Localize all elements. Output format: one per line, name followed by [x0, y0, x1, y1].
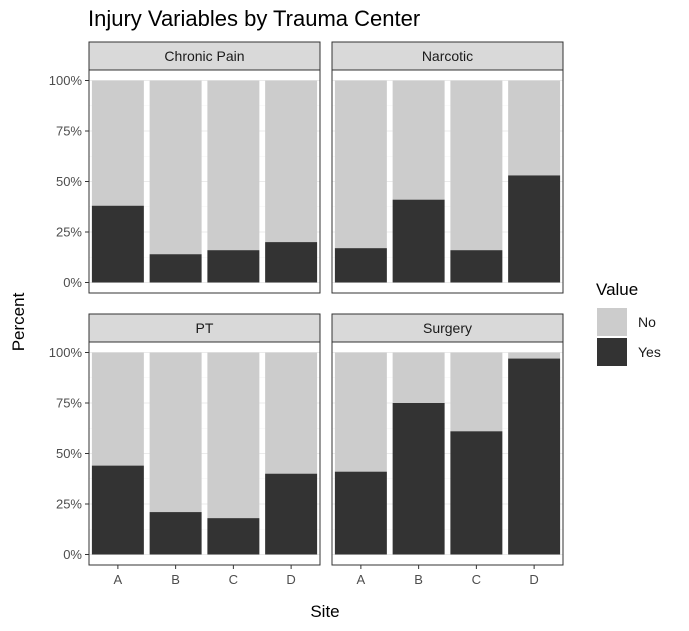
chart-title: Injury Variables by Trauma Center — [88, 6, 420, 31]
legend-label-no: No — [638, 314, 656, 330]
x-tick-label: C — [229, 572, 238, 587]
bar-pt-a-no — [91, 352, 144, 466]
bar-narcotic-d-no — [508, 80, 561, 176]
y-tick-label: 0% — [63, 275, 82, 290]
legend-label-yes: Yes — [638, 344, 661, 360]
bar-narcotic-a-yes — [334, 248, 387, 283]
bar-chronic-pain-c-no — [207, 80, 260, 251]
legend-title: Value — [596, 280, 638, 299]
bar-chronic-pain-a-yes — [91, 205, 144, 283]
bar-narcotic-b-yes — [392, 199, 445, 283]
bar-pt-d-yes — [265, 473, 318, 555]
bar-pt-a-yes — [91, 465, 144, 555]
y-tick-label: 100% — [49, 73, 83, 88]
bar-chronic-pain-d-yes — [265, 242, 318, 283]
bar-narcotic-c-yes — [450, 250, 503, 283]
y-tick-label: 50% — [56, 446, 82, 461]
legend-key-no — [597, 308, 627, 336]
x-tick-label: B — [414, 572, 423, 587]
panels-group: Chronic Pain 0% 25% 50% 75% 100% Narcotic PT 0% 2… — [49, 41, 564, 587]
y-axis-title: Percent — [9, 292, 28, 351]
bar-surgery-c-no — [450, 352, 503, 432]
y-tick-label: 0% — [63, 547, 82, 562]
strip-narcotic — [331, 41, 564, 71]
y-tick-label: 25% — [56, 497, 82, 512]
strip-chronic-pain — [88, 41, 321, 71]
bar-chronic-pain-d-no — [265, 80, 318, 243]
x-axis-title: Site — [310, 602, 339, 621]
strip-label-surgery: Surgery — [423, 320, 472, 336]
y-tick-label: 75% — [56, 396, 82, 411]
bar-surgery-b-no — [392, 352, 445, 403]
bar-chronic-pain-b-yes — [149, 254, 202, 283]
bar-pt-b-yes — [149, 512, 202, 555]
y-tick-label: 25% — [56, 225, 82, 240]
legend: Value No Yes — [596, 280, 661, 366]
y-tick-label: 50% — [56, 174, 82, 189]
bar-surgery-d-yes — [508, 358, 561, 555]
bar-chronic-pain-a-no — [91, 80, 144, 206]
bar-surgery-a-yes — [334, 471, 387, 555]
x-tick-label: A — [357, 572, 366, 587]
y-tick-label: 100% — [49, 345, 83, 360]
x-tick-label: D — [286, 572, 295, 587]
y-tick-label: 75% — [56, 124, 82, 139]
bar-narcotic-a-no — [334, 80, 387, 249]
bar-surgery-c-yes — [450, 431, 503, 555]
bar-chronic-pain-c-yes — [207, 250, 260, 283]
x-tick-label: B — [171, 572, 180, 587]
bar-pt-d-no — [265, 352, 318, 474]
bar-narcotic-b-no — [392, 80, 445, 200]
bar-chronic-pain-b-no — [149, 80, 202, 255]
x-tick-label: C — [472, 572, 481, 587]
x-tick-label: D — [529, 572, 538, 587]
bar-surgery-b-yes — [392, 403, 445, 555]
strip-label-pt: PT — [196, 320, 214, 336]
bar-narcotic-c-no — [450, 80, 503, 251]
bar-pt-c-no — [207, 352, 260, 519]
bar-pt-c-yes — [207, 518, 260, 555]
bar-surgery-d-no — [508, 352, 561, 359]
bar-narcotic-d-yes — [508, 175, 561, 283]
legend-key-yes — [597, 338, 627, 366]
strip-label-narcotic: Narcotic — [422, 48, 473, 64]
strip-pt — [88, 313, 321, 343]
bar-pt-b-no — [149, 352, 202, 513]
strip-surgery — [331, 313, 564, 343]
bar-surgery-a-no — [334, 352, 387, 472]
strip-label-chronic-pain: Chronic Pain — [164, 48, 244, 64]
x-tick-label: A — [114, 572, 123, 587]
